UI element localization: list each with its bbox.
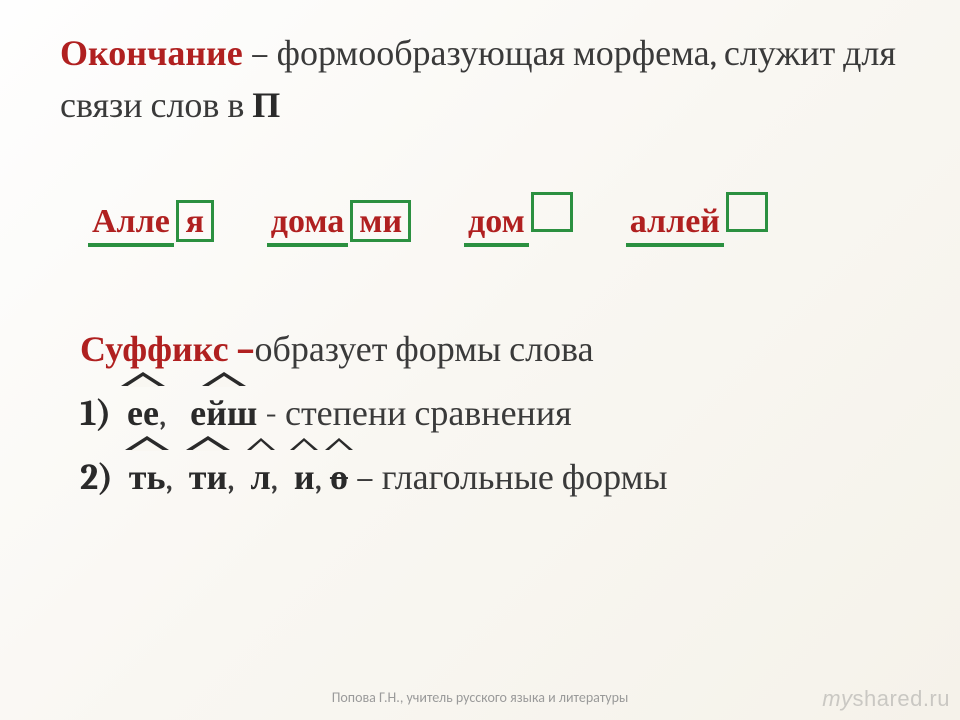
suffix-marker: ть xyxy=(129,444,166,506)
footer-credit: Попова Г.Н., учитель русского языка и ли… xyxy=(0,689,960,706)
dash: – xyxy=(243,33,277,74)
suffix-line-1: 1) ее, ейш - степени сравнения xyxy=(80,380,910,442)
comma: , xyxy=(159,393,166,434)
word-root: дом xyxy=(466,201,527,241)
ending-box: я xyxy=(176,200,214,242)
example-word: аллей xyxy=(628,192,768,241)
comma: , xyxy=(227,457,234,498)
suffix-marker-strike: о xyxy=(330,444,348,506)
comma: , xyxy=(166,457,173,498)
line2-dash: – xyxy=(348,457,382,498)
suffix-text: образует формы слова xyxy=(255,329,594,370)
example-word: дом xyxy=(466,192,573,241)
term-suffix: Суффикс – xyxy=(80,329,255,370)
term-ending: Окончание xyxy=(60,33,243,74)
examples-row: Алле я дома ми дом аллей xyxy=(90,192,910,242)
ending-box-empty xyxy=(726,192,768,232)
suffix-marker: ти xyxy=(189,444,227,506)
example-word: Алле я xyxy=(90,200,214,242)
suffix-marker: ее xyxy=(127,380,159,442)
definition-paragraph: Окончание – формообразующая морфема, слу… xyxy=(60,28,910,132)
suffix-marker: и xyxy=(294,444,315,506)
watermark-my: my xyxy=(822,686,852,711)
suffix-marker: ейш xyxy=(190,380,257,442)
word-root: Алле xyxy=(90,201,172,241)
word-root: дома xyxy=(269,201,346,241)
word-root: аллей xyxy=(628,201,722,241)
comma: , xyxy=(315,457,322,498)
watermark-shared: shared xyxy=(853,686,923,711)
line-number: 1) xyxy=(80,393,111,434)
line2-rest: глагольные формы xyxy=(382,457,668,498)
example-word: дома ми xyxy=(269,200,411,242)
line-number: 2) xyxy=(80,457,113,498)
suffix-marker: л xyxy=(250,444,270,506)
comma: , xyxy=(271,457,278,498)
watermark: myshared.ru xyxy=(822,686,950,712)
final-letter: П xyxy=(252,85,280,126)
suffix-paragraph: Суффикс –образует формы слова 1) ее, ейш… xyxy=(80,322,910,505)
suffix-line-2: 2) ть, ти, л, и, о – глагольные формы xyxy=(80,444,910,506)
line1-rest: - степени сравнения xyxy=(257,393,571,434)
ending-box-empty xyxy=(531,192,573,232)
ending-box: ми xyxy=(350,200,411,242)
